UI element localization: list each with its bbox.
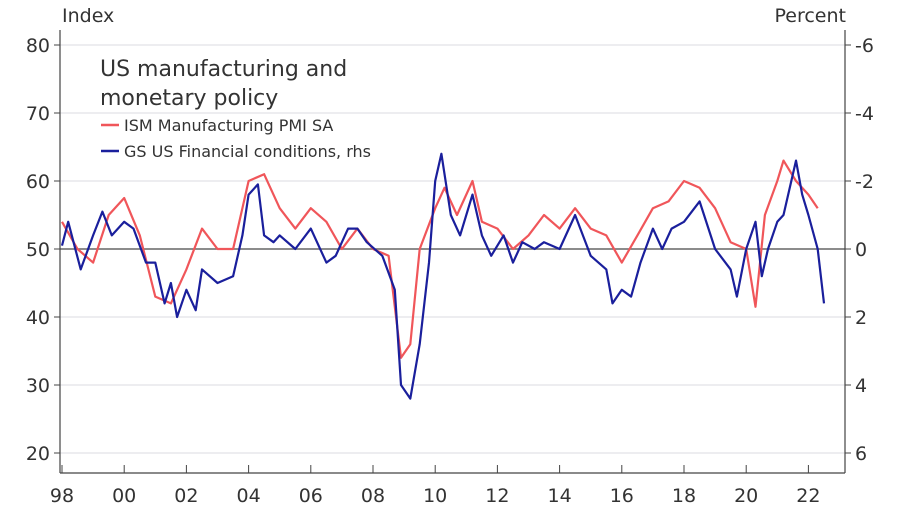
left-tick-label: 40 <box>26 307 50 329</box>
right-tick-label: -4 <box>855 103 874 125</box>
left-tick-label: 80 <box>26 35 50 57</box>
x-tick-label: 14 <box>548 485 572 507</box>
left-axis-label: Index <box>62 5 114 27</box>
x-tick-label: 16 <box>610 485 634 507</box>
right-tick-label: 0 <box>855 239 867 261</box>
x-tick-label: 00 <box>112 485 136 507</box>
x-tick-label: 20 <box>734 485 758 507</box>
chart-title-line-1: US manufacturing and <box>100 57 347 82</box>
series-line-ism-pmi <box>61 159 819 359</box>
right-tick-label: -2 <box>855 171 874 193</box>
gridlines <box>60 44 845 454</box>
right-tick-label: -6 <box>855 35 874 57</box>
right-tick-label: 4 <box>855 375 867 397</box>
x-tick-label: 22 <box>796 485 820 507</box>
left-tick-label: 20 <box>26 443 50 465</box>
legend-label-ism: ISM Manufacturing PMI SA <box>124 116 333 135</box>
left-tick-label: 70 <box>26 103 50 125</box>
x-tick-label: 98 <box>50 485 74 507</box>
x-tick-label: 18 <box>672 485 696 507</box>
axes <box>54 30 851 474</box>
left-tick-label: 30 <box>26 375 50 397</box>
right-axis-label: Percent <box>775 5 847 27</box>
x-tick-label: 12 <box>485 485 509 507</box>
legend-label-fci: GS US Financial conditions, rhs <box>124 142 371 161</box>
right-tick-label: 6 <box>855 443 867 465</box>
legend: ISM Manufacturing PMI SA GS US Financial… <box>101 116 371 161</box>
left-tick-label: 60 <box>26 171 50 193</box>
left-tick-label: 50 <box>26 239 50 261</box>
x-tick-label: 10 <box>423 485 447 507</box>
x-tick-label: 08 <box>361 485 385 507</box>
x-tick-label: 06 <box>299 485 323 507</box>
chart-title-line-2: monetary policy <box>100 86 278 111</box>
x-tick-label: 02 <box>174 485 198 507</box>
series-lines <box>60 152 826 400</box>
x-tick-label: 04 <box>237 485 261 507</box>
series-line-gs-fci <box>60 152 826 400</box>
right-tick-label: 2 <box>855 307 867 329</box>
